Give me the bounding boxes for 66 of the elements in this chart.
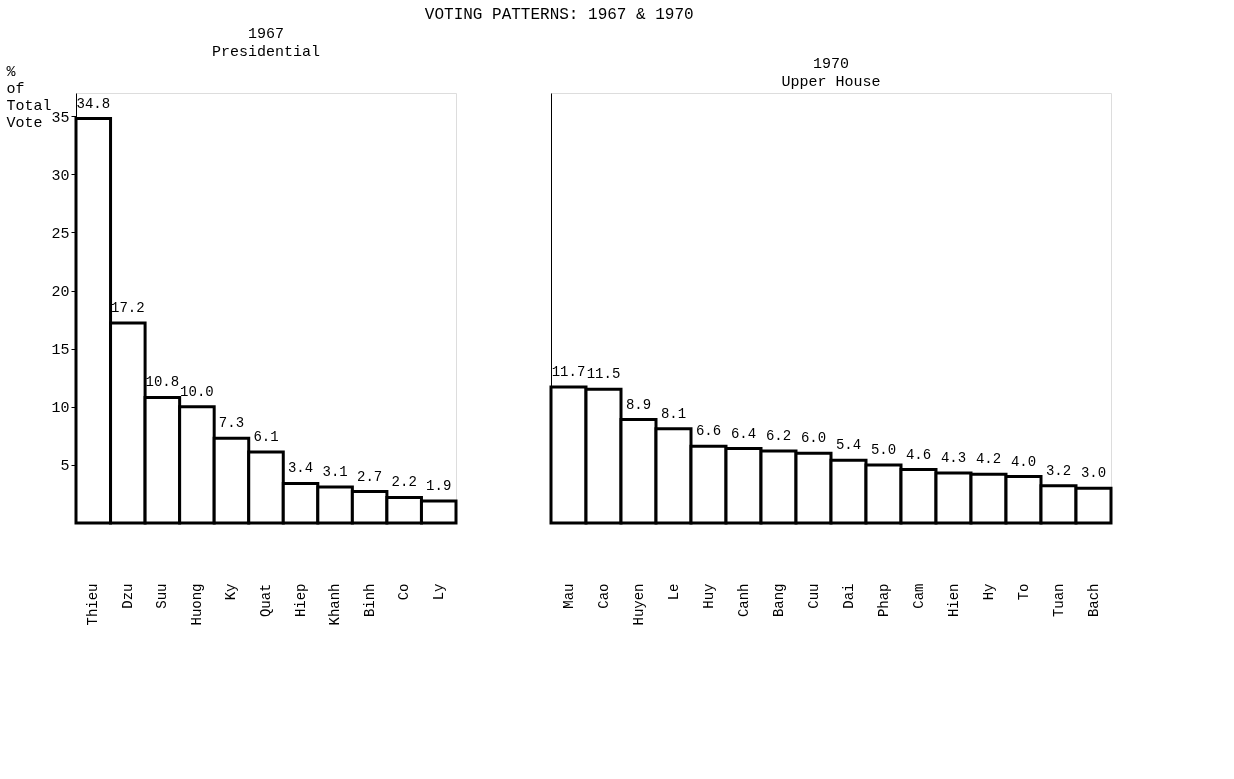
data-label: 1.9 xyxy=(426,477,452,494)
y-tick-label: 20 xyxy=(51,284,70,302)
data-label: 7.3 xyxy=(218,415,245,432)
data-label: 6.0 xyxy=(800,430,827,447)
data-label: 6.6 xyxy=(695,423,722,440)
x-tick-label: Dzu xyxy=(119,583,136,609)
data-label: 34.8 xyxy=(76,95,111,112)
x-tick-label: Bach xyxy=(1085,583,1102,618)
data-label: 10.0 xyxy=(180,383,214,400)
x-tick-label: Cam xyxy=(910,583,927,609)
x-tick-label: Huong xyxy=(188,583,205,626)
x-tick-label: Bang xyxy=(770,583,787,618)
x-tick-label: Ky xyxy=(223,583,240,601)
data-label: 11.5 xyxy=(586,366,621,383)
x-tick-label: Huy xyxy=(700,583,717,609)
x-tick-label: Hiep xyxy=(292,583,309,618)
x-tick-label: Le xyxy=(665,583,682,601)
x-tick-label: Ly xyxy=(430,583,447,601)
data-label: 2.7 xyxy=(357,468,383,485)
x-tick-label: Tuan xyxy=(1050,583,1067,618)
x-tick-label: Cuu xyxy=(805,583,822,609)
x-tick-label: Quat xyxy=(258,583,274,618)
y-tick-label: 15 xyxy=(51,342,70,360)
x-tick-label: To xyxy=(1015,583,1032,601)
x-tick-label: Suu xyxy=(154,583,171,609)
y-tick-label: 25 xyxy=(51,225,70,243)
y-axis-title: % of Total Vote xyxy=(6,63,52,132)
data-label: 3.2 xyxy=(1045,462,1072,479)
x-tick-label: Khanh xyxy=(327,583,344,626)
x-tick-label: Hy xyxy=(980,583,997,601)
y-tick-label: 10 xyxy=(51,400,70,418)
x-tick-label: Dai xyxy=(840,583,857,609)
data-label: 17.2 xyxy=(111,300,145,317)
chart-subtitle: Presidential xyxy=(211,44,321,61)
x-tick-label: Co xyxy=(396,583,413,601)
data-label: 6.4 xyxy=(730,425,757,442)
x-tick-label: Binh xyxy=(361,583,378,618)
x-tick-label: Mau xyxy=(560,583,577,609)
data-label: 4.0 xyxy=(1010,453,1037,470)
chart-title: 1970 xyxy=(812,56,850,73)
data-label: 4.2 xyxy=(975,451,1002,468)
data-label: 2.2 xyxy=(391,474,417,491)
x-tick-label: Hien xyxy=(945,583,962,618)
data-label: 3.4 xyxy=(287,460,314,477)
y-tick-label: 35 xyxy=(51,109,70,127)
data-label: 6.1 xyxy=(253,429,279,446)
chart-title: 1967 xyxy=(247,26,285,43)
x-tick-label: Phap xyxy=(875,583,892,618)
data-label: 5.4 xyxy=(835,437,862,454)
y-tick-label: 5 xyxy=(60,458,70,476)
x-tick-label: Cao xyxy=(595,583,612,609)
data-label: 6.2 xyxy=(765,427,792,444)
x-tick-label: Canh xyxy=(735,583,752,618)
y-tick-label: 30 xyxy=(51,167,70,185)
text: VOTING PATTERNS: 1967 & 1970 xyxy=(424,5,694,24)
data-label: 8.9 xyxy=(625,396,652,413)
data-label: 5.0 xyxy=(870,441,897,458)
data-label: 4.6 xyxy=(905,446,932,463)
data-label: 11.7 xyxy=(551,364,586,381)
chart-subtitle: Upper House xyxy=(781,74,881,91)
x-tick-label: Thieu xyxy=(85,583,102,626)
x-tick-label: Huyen xyxy=(630,583,647,626)
data-label: 8.1 xyxy=(660,405,687,422)
data-label: 3.1 xyxy=(322,463,348,480)
data-label: 4.3 xyxy=(940,450,967,467)
data-label: 3.0 xyxy=(1080,465,1107,482)
